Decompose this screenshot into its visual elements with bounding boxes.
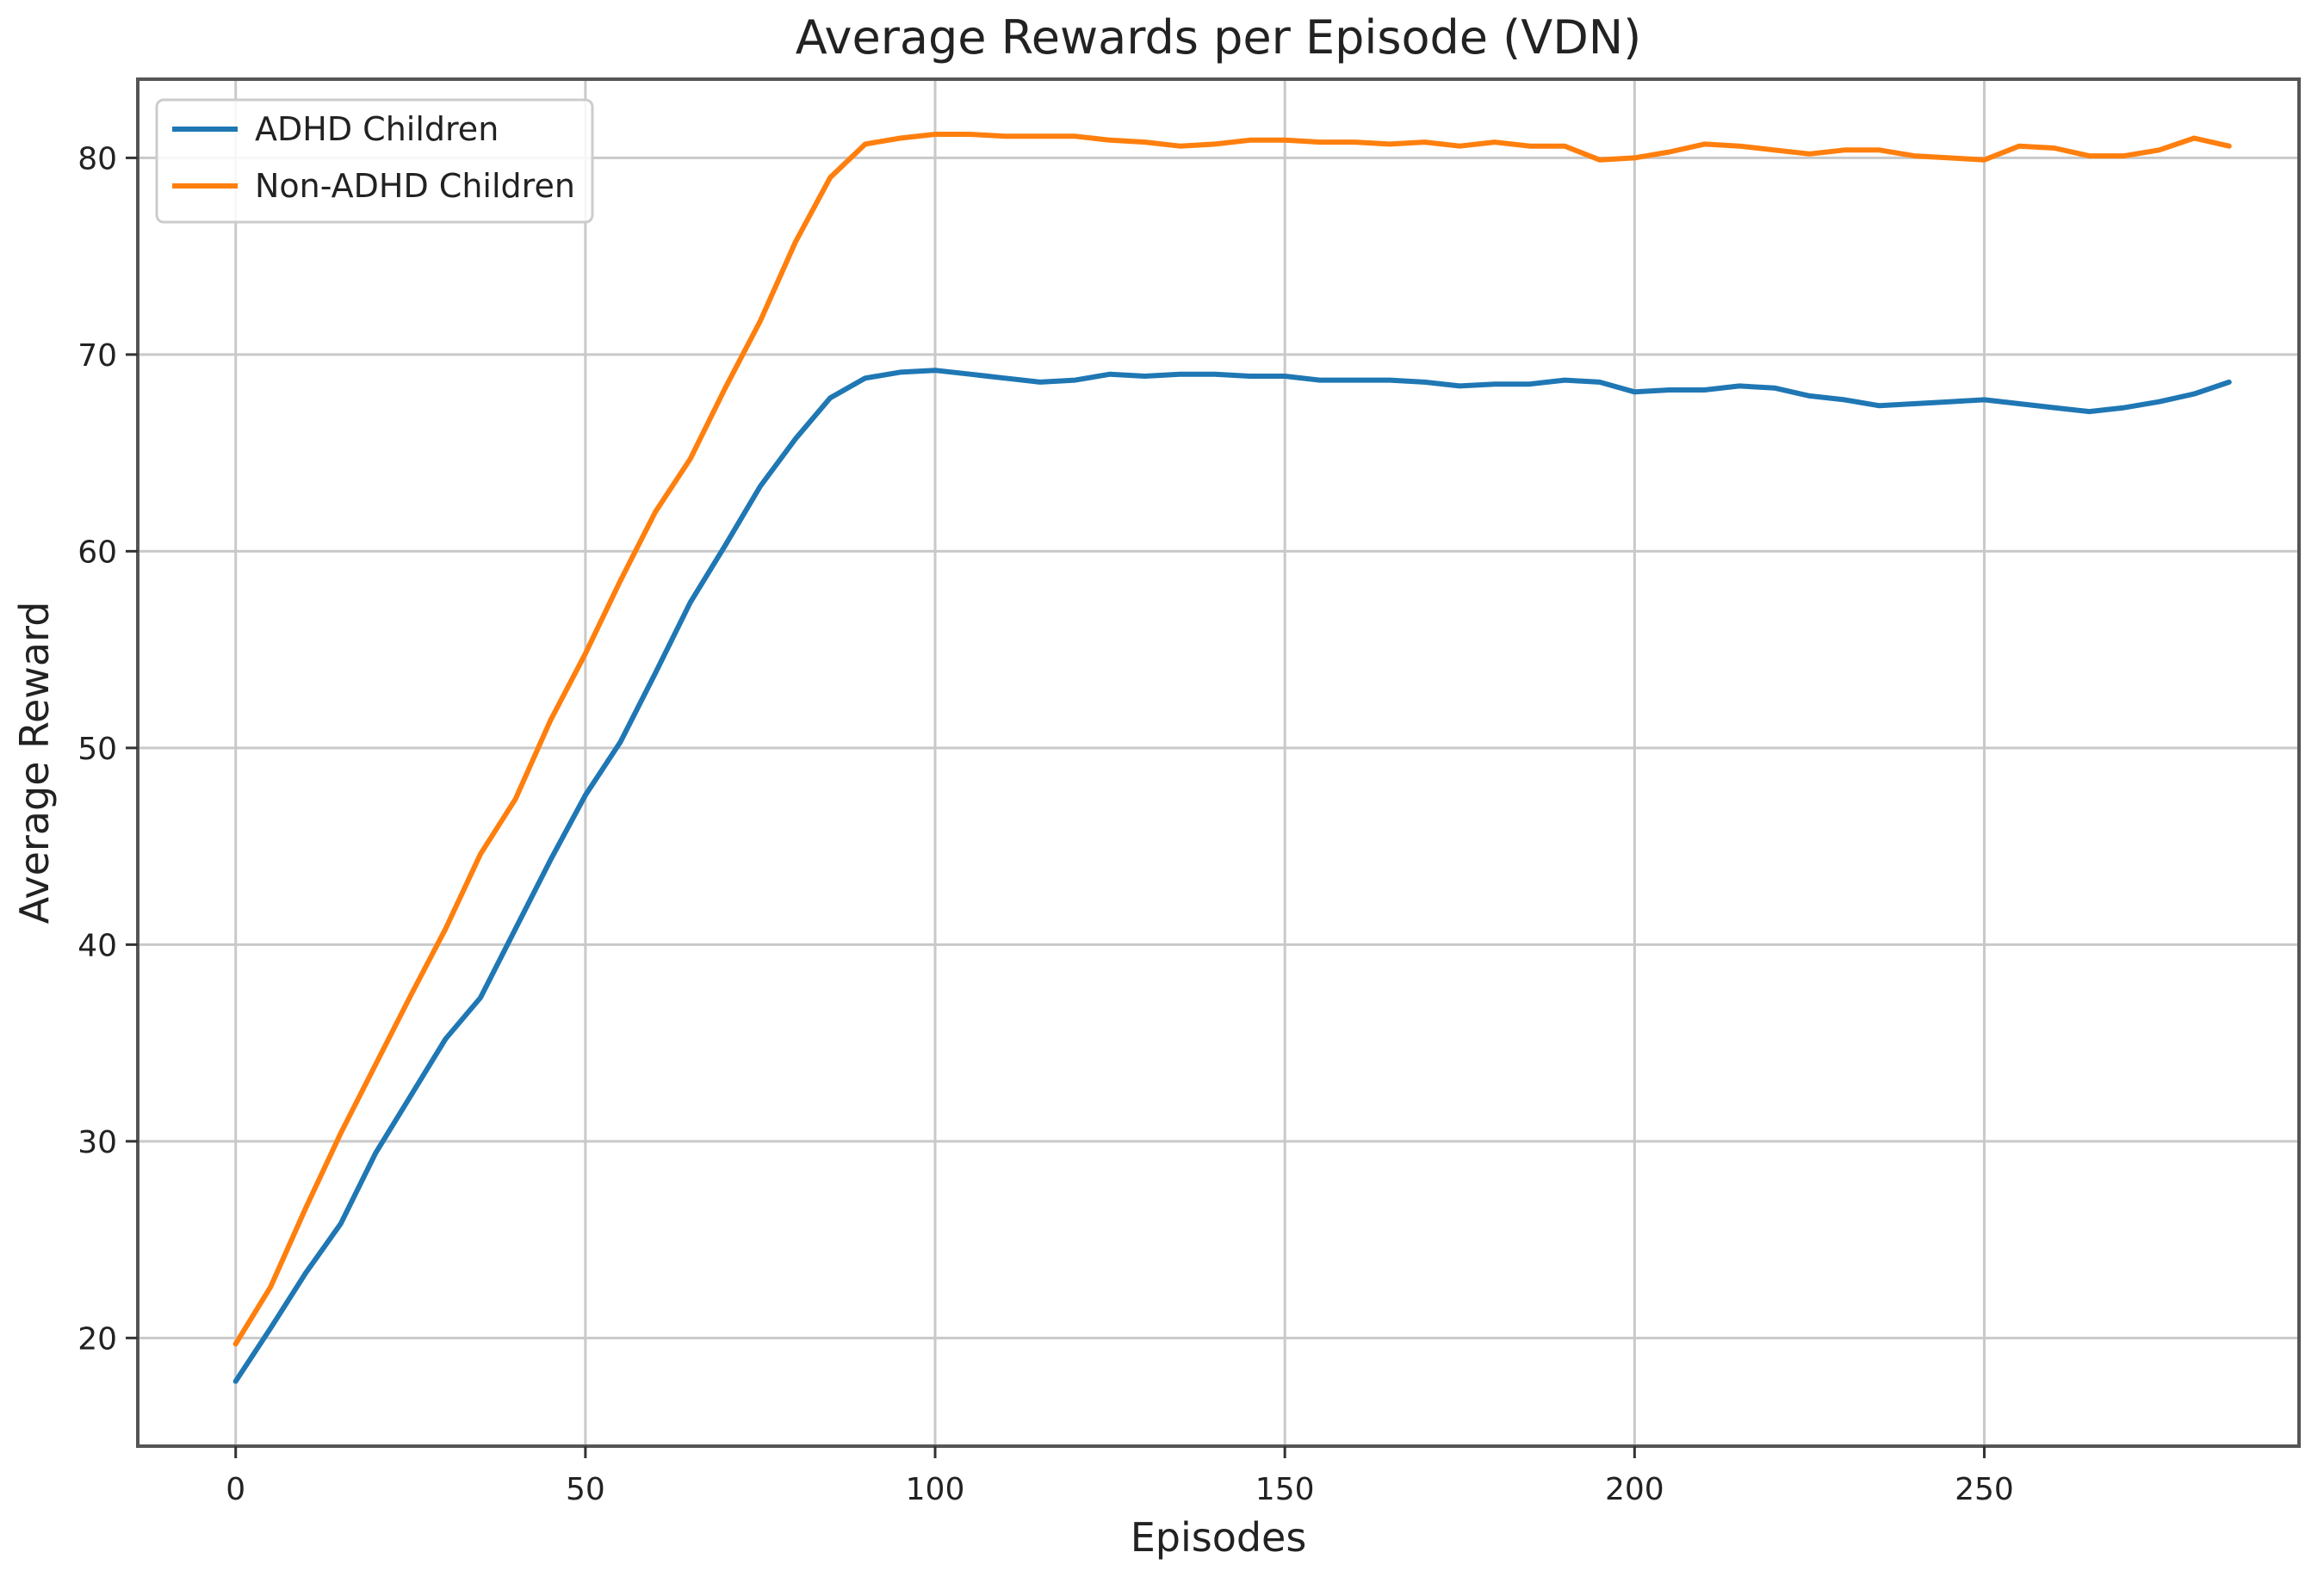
x-tick-label: 100 <box>906 1472 965 1507</box>
legend-box <box>155 98 594 224</box>
series-lines <box>232 132 2232 1384</box>
x-axis-label: Episodes <box>1131 1514 1307 1561</box>
x-tick-label: 150 <box>1255 1472 1315 1507</box>
y-tick-label: 60 <box>77 535 117 570</box>
y-tick-label: 40 <box>77 928 117 963</box>
x-tick-label: 50 <box>566 1472 605 1507</box>
y-tick-label: 30 <box>77 1125 117 1160</box>
series-line-non-adhd-children <box>232 132 2232 1347</box>
x-tick-label: 0 <box>226 1472 245 1507</box>
plot-frame <box>136 77 2301 1448</box>
chart-title: Average Rewards per Episode (VDN) <box>796 10 1641 65</box>
series-line-adhd-children <box>232 368 2232 1384</box>
legend-label-non-adhd: Non-ADHD Children <box>255 167 575 205</box>
y-tick-label: 80 <box>77 141 117 176</box>
y-tick-label: 70 <box>77 338 117 374</box>
x-tick-label: 200 <box>1605 1472 1664 1507</box>
y-tick-label: 20 <box>77 1321 117 1357</box>
legend-label-adhd: ADHD Children <box>255 110 499 148</box>
y-tick-label: 50 <box>77 732 117 767</box>
axis-ticks: 0 50 100 150 200 250 20 30 40 50 60 70 80 <box>77 141 2014 1507</box>
legend: ADHD Children Non-ADHD Children <box>155 98 594 224</box>
x-tick-label: 250 <box>1955 1472 2014 1507</box>
y-axis-label: Average Reward <box>11 602 58 925</box>
grid <box>138 79 2299 1446</box>
